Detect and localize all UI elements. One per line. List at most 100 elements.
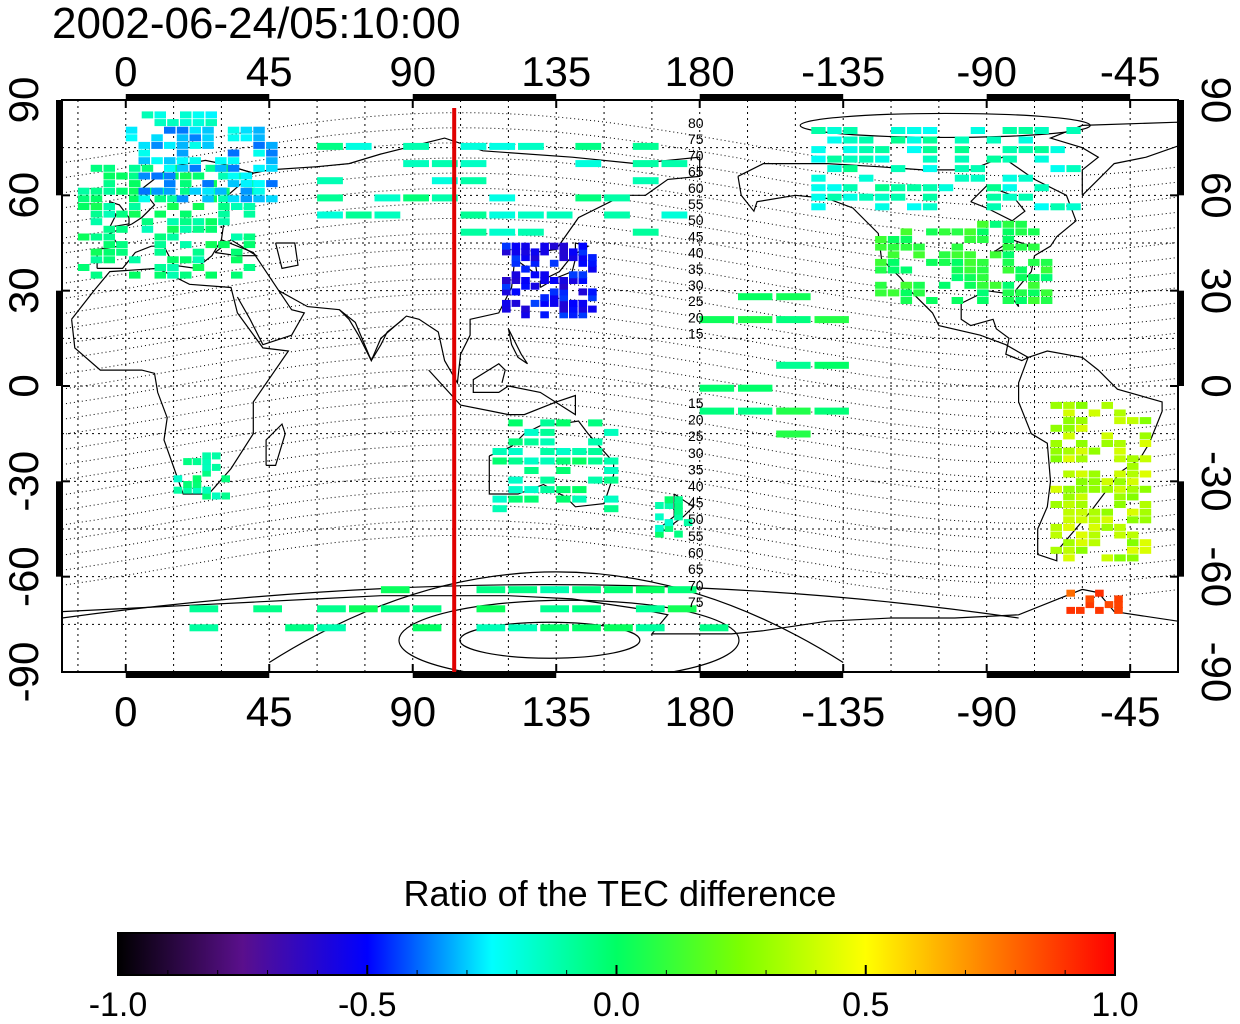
tec-cell — [1076, 401, 1088, 409]
tec-cell — [1063, 417, 1075, 425]
tec-cell — [77, 264, 90, 271]
contour-label: 55 — [688, 196, 704, 212]
tec-cell — [875, 266, 887, 274]
tec-cell — [90, 195, 103, 203]
tec-cell — [1015, 220, 1027, 228]
tec-cell — [549, 299, 559, 307]
tec-cell — [1002, 266, 1015, 274]
tec-cell — [1088, 485, 1101, 493]
tec-cell — [954, 136, 970, 144]
tec-cell — [811, 174, 826, 182]
tec-cell — [922, 203, 938, 211]
tec-cell — [253, 187, 265, 195]
y-tick-label-right: 60 — [1193, 172, 1240, 219]
tec-cell — [154, 264, 166, 271]
tec-cell — [540, 448, 555, 455]
tec-cell — [508, 457, 523, 465]
tec-cell — [699, 384, 735, 392]
tec-cell — [938, 228, 951, 236]
tec-cell — [1076, 424, 1088, 432]
tec-cell — [180, 210, 192, 218]
tec-cell — [556, 495, 571, 503]
tec-cell — [1028, 243, 1040, 251]
tec-cell — [231, 271, 243, 279]
coastline — [1048, 121, 1178, 196]
tec-cell — [1076, 493, 1088, 501]
coastline — [265, 422, 286, 466]
tec-cell — [540, 486, 555, 494]
tec-cell — [1114, 485, 1126, 493]
colorbar-tick-label: -0.5 — [338, 986, 397, 1024]
tec-cell — [926, 228, 938, 236]
tec-cell — [374, 211, 401, 219]
tec-cell — [243, 203, 256, 210]
tec-cell — [231, 256, 243, 264]
tec-cell — [951, 243, 964, 251]
tec-cell — [907, 184, 922, 192]
tec-cell — [502, 305, 511, 313]
tec-cell — [559, 311, 568, 319]
tec-cell — [938, 184, 954, 192]
tec-cell — [1063, 493, 1075, 501]
tec-cell — [964, 266, 976, 274]
tec-cell — [776, 361, 811, 369]
tec-cell — [1050, 546, 1062, 554]
contour-label: 75 — [688, 594, 704, 610]
tec-cell — [814, 316, 849, 324]
tec-cell — [345, 211, 372, 219]
tec-cell — [521, 265, 530, 273]
tec-cell — [167, 119, 179, 127]
y-tick-label-left: -90 — [0, 642, 47, 703]
contour-label: 65 — [688, 561, 704, 577]
tec-cell — [151, 134, 163, 142]
tec-cell — [164, 180, 176, 188]
tec-cell — [460, 142, 487, 150]
tec-cell — [103, 210, 115, 218]
tec-cell — [1063, 432, 1075, 440]
tec-cell — [180, 172, 192, 180]
tec-cell — [176, 157, 189, 165]
contour-label: 50 — [688, 212, 704, 228]
tec-cell — [578, 299, 588, 307]
tec-cell — [167, 225, 179, 233]
tec-cell — [1114, 601, 1123, 609]
tec-cell — [227, 134, 240, 142]
tec-cell — [1002, 174, 1017, 182]
tec-cell — [403, 160, 429, 168]
tec-cell — [192, 486, 202, 494]
contour-line — [62, 414, 1178, 479]
tec-cell — [380, 586, 410, 594]
tec-cell — [1101, 485, 1113, 493]
tec-cell — [1002, 281, 1015, 289]
tec-cell — [138, 195, 150, 203]
tec-cell — [569, 277, 578, 284]
tec-cell — [1040, 297, 1053, 304]
tec-cell — [1002, 184, 1017, 192]
tec-cell — [192, 111, 205, 119]
tec-cell — [1139, 539, 1152, 547]
tec-cell — [1066, 165, 1081, 173]
tec-cell — [138, 172, 150, 180]
tec-cell — [508, 624, 538, 632]
tec-cell — [569, 299, 578, 307]
tec-cell — [1002, 228, 1015, 236]
tec-cell — [674, 530, 683, 538]
tec-cell — [521, 248, 530, 256]
tec-cell — [549, 288, 559, 296]
tec-cell — [176, 149, 189, 157]
tec-cell — [556, 457, 571, 465]
tec-cell — [540, 438, 555, 446]
tec-cell — [1076, 606, 1085, 614]
tec-cell — [1085, 601, 1095, 609]
tec-cell — [540, 457, 555, 465]
colorbar-tick-label: 1.0 — [1091, 986, 1138, 1024]
tec-cell — [569, 248, 578, 256]
x-tick-label-top: 0 — [114, 48, 137, 95]
tec-cell — [588, 305, 597, 313]
tec-cell — [476, 624, 506, 632]
tec-cell — [1139, 485, 1152, 493]
tec-cell — [253, 134, 265, 142]
tec-cell — [511, 288, 521, 296]
tec-cell — [508, 448, 523, 455]
contour-label: 15 — [688, 326, 704, 342]
